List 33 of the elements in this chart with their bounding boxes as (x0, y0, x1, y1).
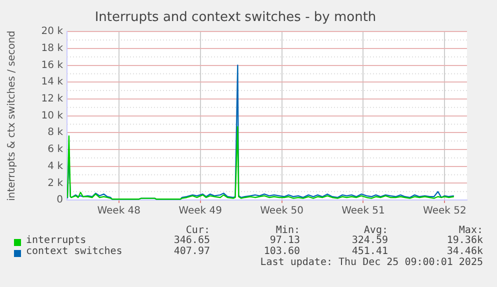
text: 97.13 (270, 235, 300, 246)
x-tick-label: Week 50 (260, 206, 304, 217)
y-tick-label: 8 k (48, 127, 64, 138)
text: Last update: Thu Dec 25 09:00:01 2025 (260, 257, 483, 268)
y-tick-label: 20 k (41, 26, 64, 38)
text: Avg: (364, 225, 388, 236)
y-tick-label: 4 k (48, 160, 64, 172)
text: 451.41 (352, 246, 388, 257)
x-tick-label: Week 49 (178, 206, 222, 217)
text: 407.97 (174, 246, 210, 257)
text: Max: (458, 225, 483, 236)
text: 103.60 (264, 246, 300, 257)
y-tick-label: 0 (56, 194, 63, 206)
y-tick-label: 10 k (41, 110, 64, 122)
x-tick-label: Week 52 (423, 206, 466, 217)
y-tick-label: 6 k (48, 144, 64, 156)
x-tick-label: Week 51 (342, 206, 385, 217)
y-tick-label: 2 k (48, 178, 64, 189)
text: 34.46k (446, 246, 483, 257)
y-axis-title: interrupts & ctx switches / second (6, 30, 18, 202)
y-tick-label: 18 k (41, 43, 64, 54)
text: 324.59 (352, 235, 388, 246)
y-tick-label: 14 k (41, 76, 64, 88)
legend-label: interrupts (26, 235, 86, 246)
text: Min: (276, 225, 300, 236)
text: 19.36k (446, 235, 483, 246)
text: Cur: (186, 225, 210, 236)
chart-title: Interrupts and context switches - by month (94, 10, 376, 26)
legend-label: context switches (26, 246, 122, 257)
x-tick-label: Week 48 (97, 206, 141, 217)
y-tick-label: 16 k (41, 60, 64, 71)
text: 346.65 (174, 235, 210, 246)
y-tick-label: 12 k (41, 94, 64, 105)
